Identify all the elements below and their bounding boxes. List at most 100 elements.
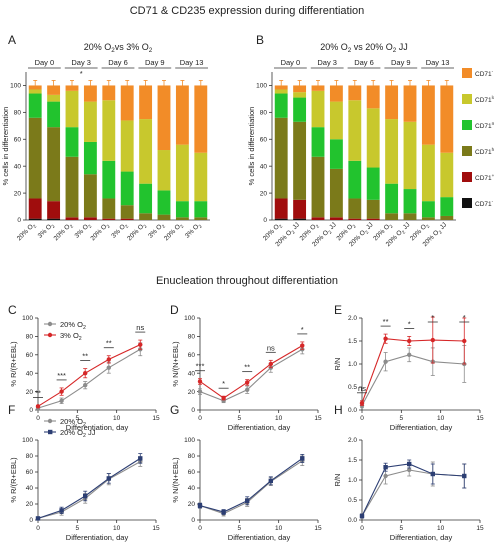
panel-a: A 20% O2​vs 3% O2​ 0 20 40 60 80 100 % cells in … [1, 33, 210, 243]
legend-label: CD71-​ CD235high​ [475, 69, 494, 78]
data-point [430, 471, 435, 477]
data-point [383, 359, 388, 364]
bar-segment [175, 144, 189, 202]
bar-segment [28, 198, 42, 219]
x-tick-label: 20% O2​ [53, 221, 75, 243]
bar-segment [157, 85, 171, 151]
bar-segment [274, 85, 288, 90]
bar-segment [157, 150, 171, 191]
x-tick-label: 5 [400, 525, 404, 532]
y-tick-label: 0 [17, 217, 21, 224]
bar-segment [28, 117, 42, 199]
y-tick-label: 40 [26, 370, 34, 377]
bar-segment [274, 117, 288, 199]
significance-mark: ns [267, 343, 275, 352]
x-tick-label: 15 [152, 415, 160, 422]
y-tick-label: 80 [188, 334, 196, 341]
legend-label: CD71low​ CD235high​ [475, 95, 494, 104]
y-tick-label: 60 [188, 469, 196, 476]
panel-letter: E [334, 303, 342, 317]
x-tick-label: 10 [113, 525, 121, 532]
bar-segment [366, 218, 380, 220]
y-tick-label: 1.0 [348, 477, 357, 484]
y-tick-label: 0 [29, 407, 33, 414]
x-tick-label: 20% O2​ [126, 221, 148, 243]
data-point [106, 476, 111, 481]
bar-segment [403, 189, 417, 214]
y-tick-label: 1.5 [348, 457, 357, 464]
data-point [359, 400, 365, 406]
bar-segment [348, 198, 362, 219]
y-tick-label: 40 [260, 163, 268, 170]
data-point [59, 389, 64, 394]
significance-mark: ns [136, 323, 144, 332]
day-label: Day 3 [317, 58, 337, 67]
legend-marker [47, 418, 53, 424]
data-point [35, 404, 41, 409]
significance-mark: *** [57, 371, 66, 380]
day-label: Day 9 [145, 58, 165, 67]
x-tick-label: 15 [152, 525, 160, 532]
bar-segment [274, 218, 288, 220]
bar-segment [329, 101, 343, 140]
legend-swatch [462, 146, 472, 156]
bar-segment [385, 85, 399, 120]
y-tick-label: 20 [14, 190, 22, 197]
data-point [59, 508, 64, 513]
data-point [407, 461, 412, 467]
bar-segment [440, 85, 454, 153]
bar-segment [440, 152, 454, 198]
series-line [37, 461, 141, 519]
data-point [245, 387, 250, 392]
bar-segment [47, 94, 61, 102]
x-tick-label: 10 [437, 415, 445, 422]
x-tick-label: 5 [76, 415, 80, 422]
legend-swatch [462, 94, 472, 104]
bar-segment [102, 85, 116, 101]
data-point [138, 342, 143, 347]
bar-segment [274, 93, 288, 118]
bar-segment [65, 85, 79, 91]
day-label: Day 6 [108, 58, 128, 67]
bar-segment [28, 93, 42, 118]
bar-segment [83, 217, 97, 220]
bar-segment [329, 85, 343, 102]
y-tick-label: 0.5 [348, 497, 357, 504]
y-tick-label: 80 [26, 453, 34, 460]
data-point [83, 382, 88, 388]
legend-swatch [462, 120, 472, 130]
bar-segment [293, 218, 307, 220]
y-tick-label: 40 [14, 163, 22, 170]
y-tick-label: 60 [188, 352, 196, 359]
figure-title-mid: Enucleation throughout differentiation [156, 275, 338, 287]
x-tick-label: 5 [76, 525, 80, 532]
data-point [268, 361, 273, 367]
y-tick-label: 80 [188, 453, 196, 460]
legend-label: CD71-​ CD235-​ [475, 199, 494, 208]
bar-segment [366, 199, 380, 219]
panel-letter: H [334, 403, 343, 417]
bar-segment [102, 218, 116, 220]
x-tick-label: 20% O2​ [16, 221, 38, 243]
bar-segment [348, 218, 362, 220]
y-tick-label: 20 [260, 190, 268, 197]
x-tick-label: 0 [36, 415, 40, 422]
y-tick-label: 60 [26, 352, 34, 359]
legend-label: 20% O2​ JJ [60, 428, 96, 439]
panel-letter: D [170, 303, 179, 317]
data-point [407, 467, 412, 473]
y-tick-label: 0 [29, 517, 33, 524]
y-tick-label: 100 [256, 83, 267, 90]
bar-segment [311, 127, 325, 157]
bar-segment [83, 101, 97, 142]
bar-segment [311, 85, 325, 91]
bar-segment [28, 89, 42, 94]
y-tick-label: 0 [191, 517, 195, 524]
day-label: Day 3 [71, 58, 91, 67]
y-tick-label: 60 [26, 469, 34, 476]
y-axis-label: % cells in differentiation [247, 107, 256, 186]
panel-title: 20% O2​ vs 20% O2​ JJ [320, 42, 408, 54]
data-point [462, 473, 467, 479]
y-tick-label: 80 [14, 110, 22, 117]
x-tick-label: 15 [314, 525, 322, 532]
